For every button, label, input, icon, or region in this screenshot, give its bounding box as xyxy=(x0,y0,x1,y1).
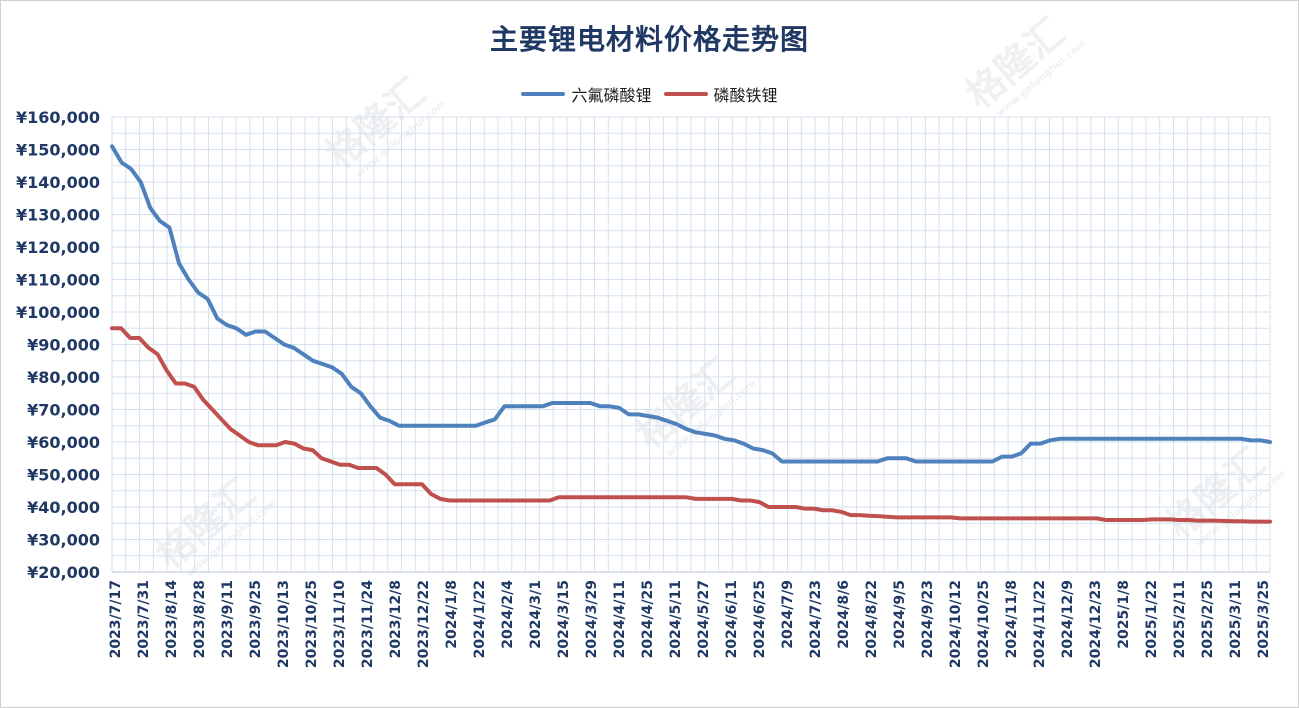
x-tick-label: 2024/6/25 xyxy=(752,580,768,658)
x-tick-label: 2023/9/11 xyxy=(220,580,236,658)
x-tick-label: 2024/9/5 xyxy=(892,580,908,649)
x-tick-label: 2025/2/25 xyxy=(1200,580,1216,658)
x-tick-label: 2025/1/22 xyxy=(1144,580,1160,658)
x-tick-label: 2023/9/25 xyxy=(248,580,264,658)
y-tick-label: ¥120,000 xyxy=(16,238,100,257)
x-tick-label: 2024/4/25 xyxy=(640,580,656,658)
legend-swatch-series-2 xyxy=(663,92,708,96)
x-tick-label: 2024/3/29 xyxy=(584,580,600,658)
x-tick-label: 2023/11/24 xyxy=(360,580,376,668)
legend-swatch-series-1 xyxy=(521,92,566,96)
y-tick-label: ¥100,000 xyxy=(16,303,100,322)
x-tick-label: 2023/7/17 xyxy=(108,580,124,658)
x-tick-label: 2025/3/25 xyxy=(1256,580,1272,658)
chart-title: 主要锂电材料价格走势图 xyxy=(489,23,809,56)
legend-label-series-1: 六氟磷酸锂 xyxy=(571,86,652,105)
x-tick-label: 2024/8/22 xyxy=(864,580,880,658)
y-tick-label: ¥30,000 xyxy=(27,531,100,550)
x-tick-label: 2024/4/11 xyxy=(612,580,628,658)
x-tick-label: 2024/5/11 xyxy=(668,580,684,658)
grid xyxy=(111,116,1271,573)
x-tick-label: 2023/10/13 xyxy=(276,580,292,668)
x-tick-label: 2024/10/25 xyxy=(976,580,992,668)
x-tick-label: 2023/8/28 xyxy=(192,580,208,658)
x-tick-label: 2024/10/12 xyxy=(948,580,964,668)
x-tick-label: 2023/10/25 xyxy=(304,580,320,668)
y-tick-label: ¥90,000 xyxy=(27,336,100,355)
x-tick-label: 2023/11/10 xyxy=(332,580,348,668)
y-tick-label: ¥160,000 xyxy=(16,108,100,127)
y-tick-label: ¥110,000 xyxy=(16,271,100,290)
x-tick-label: 2023/12/22 xyxy=(416,580,432,668)
x-tick-label: 2024/2/4 xyxy=(500,580,516,649)
x-tick-label: 2024/12/9 xyxy=(1060,580,1076,658)
legend: 六氟磷酸锂 磷酸铁锂 xyxy=(0,82,1299,106)
x-tick-label: 2023/7/31 xyxy=(136,580,152,658)
x-tick-label: 2024/8/6 xyxy=(836,580,852,649)
x-tick-label: 2025/1/8 xyxy=(1116,580,1132,649)
x-tick-label: 2024/5/27 xyxy=(696,580,712,658)
y-tick-label: ¥40,000 xyxy=(27,498,100,517)
x-tick-label: 2023/12/8 xyxy=(388,580,404,658)
x-tick-label: 2023/8/14 xyxy=(164,580,180,659)
x-axis-labels: 2023/7/17 2023/7/31 2023/8/14 2023/8/28 2023… xyxy=(108,580,1272,668)
series-line-2 xyxy=(110,326,1272,524)
y-tick-label: ¥60,000 xyxy=(27,433,100,452)
x-tick-label: 2024/12/23 xyxy=(1088,580,1104,668)
x-tick-label: 2025/2/11 xyxy=(1172,580,1188,658)
y-tick-label: ¥140,000 xyxy=(16,173,100,192)
legend-item-series-1: 六氟磷酸锂 xyxy=(521,82,652,106)
x-tick-label: 2024/1/22 xyxy=(472,580,488,658)
x-tick-label: 2024/11/8 xyxy=(1004,580,1020,658)
series-line-1 xyxy=(110,144,1272,464)
y-tick-label: ¥70,000 xyxy=(27,401,100,420)
legend-label-series-2: 磷酸铁锂 xyxy=(713,86,778,105)
legend-item-series-2: 磷酸铁锂 xyxy=(663,82,778,106)
x-tick-label: 2024/11/22 xyxy=(1032,580,1048,668)
y-tick-label: ¥130,000 xyxy=(16,206,100,225)
y-tick-label: ¥50,000 xyxy=(27,466,100,485)
y-tick-label: ¥80,000 xyxy=(27,368,100,387)
x-tick-label: 2024/6/11 xyxy=(724,580,740,658)
x-tick-label: 2024/7/9 xyxy=(780,580,796,649)
x-tick-label: 2024/7/23 xyxy=(808,580,824,658)
x-tick-label: 2024/9/23 xyxy=(920,580,936,658)
x-tick-label: 2024/3/1 xyxy=(528,580,544,649)
y-tick-label: ¥20,000 xyxy=(27,563,100,582)
y-axis-labels: ¥160,000 ¥150,000 ¥140,000 ¥130,000 ¥120,000… xyxy=(16,108,100,582)
x-tick-label: 2024/1/8 xyxy=(444,580,460,649)
x-tick-label: 2024/3/15 xyxy=(556,580,572,658)
series-lines xyxy=(110,144,1272,524)
y-tick-label: ¥150,000 xyxy=(16,141,100,160)
x-tick-label: 2025/3/11 xyxy=(1228,580,1244,658)
